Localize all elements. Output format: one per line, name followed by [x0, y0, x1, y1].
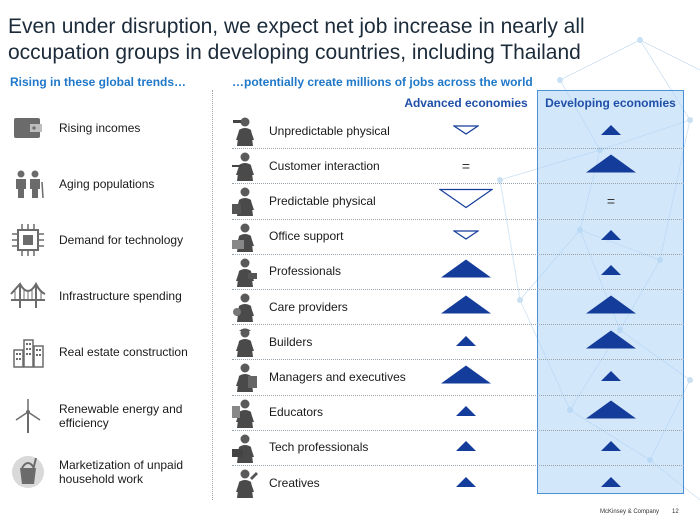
occupation-label: Professionals [269, 264, 342, 279]
row-divider [232, 148, 684, 150]
trend-item: Marketization of unpaid household work [10, 452, 210, 492]
care-provider-icon [232, 292, 258, 322]
builder-icon [232, 327, 258, 358]
worker-icon [232, 116, 258, 146]
microchip-icon [10, 222, 46, 258]
developing-small-up-triangle [601, 122, 621, 140]
advanced-equal-sign: = [461, 157, 471, 174]
wallet-icon [10, 110, 46, 146]
trend-label: Rising incomes [59, 121, 141, 135]
tech-worker-icon [232, 433, 258, 463]
row-divider [232, 359, 684, 361]
occupation-label: Predictable physical [269, 193, 376, 208]
page-number: 12 [672, 509, 679, 515]
developing-equal-sign: = [606, 192, 616, 209]
occupation-row: Office support [232, 219, 684, 254]
developing-small-up-triangle [601, 227, 621, 245]
manager-icon [232, 362, 258, 393]
trend-label: Renewable energy and efficiency [59, 402, 183, 430]
occupation-row: Builders [232, 324, 684, 359]
occupation-row: Professionals [232, 254, 684, 289]
developing-large-up-triangle [586, 330, 636, 353]
trend-item: Demand for technology [10, 220, 210, 260]
occupation-row: Predictable physical = [232, 183, 684, 218]
buildings-icon [10, 334, 46, 370]
waiter-icon [232, 151, 258, 182]
occupation-row: Educators [232, 395, 684, 430]
trend-label: Demand for technology [59, 233, 184, 247]
trend-item: Infrastructure spending [10, 276, 210, 316]
advanced-large-up-triangle [441, 259, 491, 283]
bridge-icon [10, 278, 46, 314]
occupation-row: Creatives [232, 465, 684, 500]
professional-icon [232, 257, 258, 287]
developing-small-up-triangle [601, 474, 621, 492]
occupation-row: Managers and executives [232, 359, 684, 394]
advanced-large-up-triangle [441, 365, 491, 388]
advanced-large-down-triangle [438, 188, 494, 213]
advanced-small-up-triangle [456, 403, 476, 421]
trend-item: Real estate construction [10, 332, 210, 372]
row-divider [232, 324, 684, 326]
advanced-large-up-triangle [441, 295, 491, 318]
row-divider [232, 289, 684, 290]
trend-item: Aging populations [10, 164, 210, 204]
occupation-label: Customer interaction [269, 158, 380, 173]
advanced-small-up-triangle [456, 438, 476, 456]
row-divider [232, 465, 684, 466]
developing-small-up-triangle [601, 438, 621, 456]
office-worker-icon [232, 222, 258, 252]
trend-item: Renewable energy and efficiency [10, 396, 210, 436]
developing-small-up-triangle [601, 262, 621, 280]
developing-large-up-triangle [586, 295, 636, 318]
row-divider [232, 253, 684, 255]
slide-title: Even under disruption, we expect net job… [8, 15, 585, 64]
cleaning-bucket-icon [10, 454, 46, 490]
occupation-label: Creatives [269, 475, 320, 490]
advanced-small-down-triangle [452, 227, 480, 245]
occupation-row: Customer interaction = [232, 148, 684, 183]
creative-icon [232, 468, 258, 498]
developing-large-up-triangle [586, 154, 636, 177]
developing-large-up-triangle [586, 400, 636, 424]
trend-label: Real estate construction [59, 345, 188, 359]
footer-brand: McKinsey & Company [600, 509, 660, 515]
occupation-label: Care providers [269, 299, 348, 314]
row-divider [232, 429, 684, 431]
occupation-row: Unpredictable physical [232, 113, 684, 148]
developing-economies-header: Developing economies [545, 96, 676, 110]
advanced-economies-header: Advanced economies [404, 96, 528, 110]
occupation-label: Unpredictable physical [269, 123, 390, 138]
row-divider [232, 394, 684, 396]
advanced-small-down-triangle [452, 122, 480, 140]
row-divider [232, 218, 684, 220]
occupation-row: Tech professionals [232, 430, 684, 465]
trend-item: Rising incomes [10, 108, 210, 148]
educator-icon [232, 398, 258, 428]
trend-label: Infrastructure spending [59, 289, 182, 303]
jobs-subtitle: …potentially create millions of jobs acr… [232, 75, 533, 89]
wind-turbine-icon [10, 398, 46, 434]
occupation-row: Care providers [232, 289, 684, 324]
occupation-label: Builders [269, 334, 313, 349]
occupation-label: Educators [269, 405, 324, 420]
developing-small-up-triangle [601, 368, 621, 386]
advanced-small-up-triangle [456, 474, 476, 492]
occupation-label: Managers and executives [269, 369, 406, 384]
trend-label: Marketization of unpaid household work [59, 458, 184, 486]
elderly-couple-icon [10, 166, 46, 202]
trends-subtitle: Rising in these global trends… [10, 75, 187, 89]
machine-operator-icon [232, 186, 258, 217]
occupation-label: Office support [269, 229, 344, 244]
trend-label: Aging populations [59, 177, 155, 191]
row-divider [232, 183, 684, 185]
advanced-small-up-triangle [456, 333, 476, 351]
occupation-label: Tech professionals [269, 440, 369, 455]
column-divider [212, 90, 213, 500]
